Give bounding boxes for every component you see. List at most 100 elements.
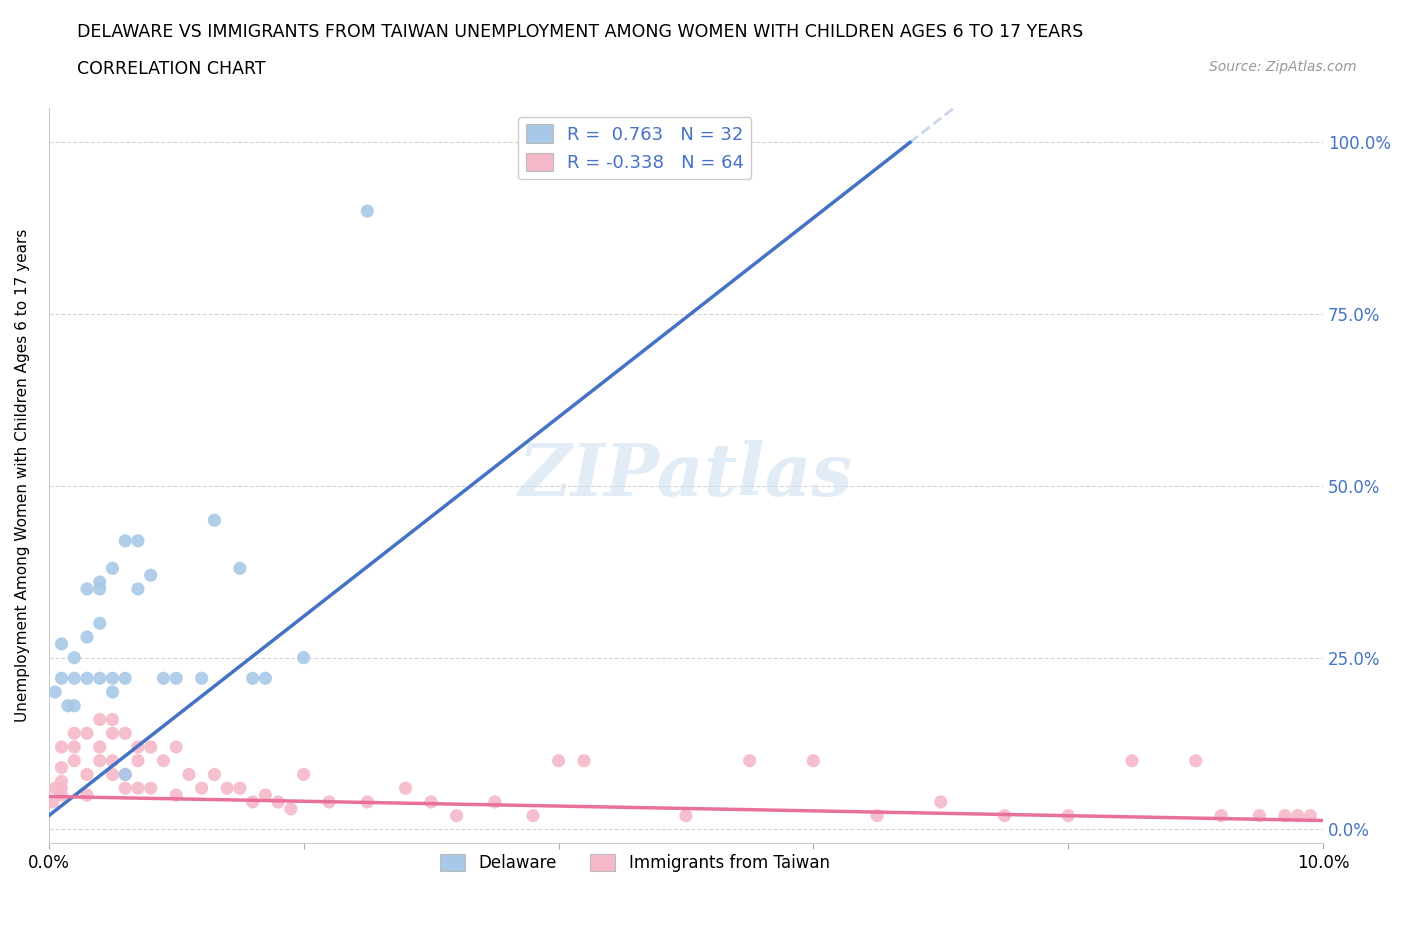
Point xyxy=(63,725,86,740)
Point xyxy=(803,753,825,768)
Point xyxy=(929,794,952,809)
Y-axis label: Unemployment Among Women with Children Ages 6 to 17 years: Unemployment Among Women with Children A… xyxy=(15,229,30,723)
Point xyxy=(89,753,111,768)
Point xyxy=(51,774,73,789)
Point xyxy=(254,671,277,685)
Point xyxy=(41,794,63,809)
Point xyxy=(165,788,187,803)
Point xyxy=(394,781,416,796)
Point xyxy=(229,781,252,796)
Point xyxy=(44,781,66,796)
Point xyxy=(292,767,315,782)
Text: CORRELATION CHART: CORRELATION CHART xyxy=(77,60,266,78)
Point xyxy=(866,808,889,823)
Point xyxy=(1286,808,1309,823)
Point xyxy=(63,698,86,713)
Text: Source: ZipAtlas.com: Source: ZipAtlas.com xyxy=(1209,60,1357,74)
Point xyxy=(127,781,149,796)
Point xyxy=(101,671,124,685)
Point xyxy=(51,671,73,685)
Point xyxy=(738,753,761,768)
Point xyxy=(101,712,124,727)
Point xyxy=(152,671,174,685)
Point xyxy=(139,568,162,583)
Point xyxy=(318,794,340,809)
Point xyxy=(229,561,252,576)
Point xyxy=(89,575,111,590)
Point xyxy=(114,725,136,740)
Point xyxy=(242,671,264,685)
Point xyxy=(114,781,136,796)
Point xyxy=(63,739,86,754)
Point xyxy=(356,204,378,219)
Point xyxy=(1249,808,1271,823)
Point xyxy=(114,671,136,685)
Point xyxy=(1057,808,1080,823)
Point xyxy=(51,788,73,803)
Point xyxy=(51,739,73,754)
Point xyxy=(89,581,111,596)
Point xyxy=(204,767,226,782)
Point xyxy=(993,808,1015,823)
Point xyxy=(254,788,277,803)
Point xyxy=(101,725,124,740)
Point xyxy=(446,808,468,823)
Point xyxy=(63,671,86,685)
Point xyxy=(177,767,200,782)
Point xyxy=(101,767,124,782)
Point xyxy=(127,739,149,754)
Text: ZIPatlas: ZIPatlas xyxy=(519,440,853,512)
Point xyxy=(139,781,162,796)
Point xyxy=(76,581,98,596)
Point xyxy=(101,561,124,576)
Point xyxy=(51,760,73,775)
Point xyxy=(89,616,111,631)
Point xyxy=(1184,753,1206,768)
Point xyxy=(51,636,73,651)
Point xyxy=(675,808,697,823)
Point xyxy=(56,698,79,713)
Point xyxy=(204,512,226,527)
Legend: Delaware, Immigrants from Taiwan: Delaware, Immigrants from Taiwan xyxy=(433,847,837,879)
Point xyxy=(89,739,111,754)
Point xyxy=(89,712,111,727)
Point xyxy=(484,794,506,809)
Point xyxy=(152,753,174,768)
Point xyxy=(1121,753,1143,768)
Point xyxy=(572,753,595,768)
Point xyxy=(267,794,290,809)
Point xyxy=(1274,808,1296,823)
Point xyxy=(63,650,86,665)
Point xyxy=(127,753,149,768)
Point xyxy=(522,808,544,823)
Point xyxy=(101,684,124,699)
Point xyxy=(89,671,111,685)
Point xyxy=(114,534,136,549)
Point xyxy=(127,581,149,596)
Point xyxy=(280,802,302,817)
Point xyxy=(1211,808,1233,823)
Point xyxy=(292,650,315,665)
Point xyxy=(114,767,136,782)
Point xyxy=(127,534,149,549)
Point xyxy=(76,767,98,782)
Point xyxy=(1299,808,1322,823)
Point xyxy=(420,794,443,809)
Point xyxy=(547,753,569,768)
Point xyxy=(217,781,239,796)
Point xyxy=(114,767,136,782)
Point xyxy=(76,630,98,644)
Point xyxy=(165,671,187,685)
Point xyxy=(63,753,86,768)
Point xyxy=(51,781,73,796)
Text: DELAWARE VS IMMIGRANTS FROM TAIWAN UNEMPLOYMENT AMONG WOMEN WITH CHILDREN AGES 6: DELAWARE VS IMMIGRANTS FROM TAIWAN UNEMP… xyxy=(77,23,1084,41)
Point xyxy=(190,671,212,685)
Point xyxy=(76,671,98,685)
Point xyxy=(44,684,66,699)
Point xyxy=(101,753,124,768)
Point xyxy=(190,781,212,796)
Point xyxy=(356,794,378,809)
Point xyxy=(165,739,187,754)
Point xyxy=(242,794,264,809)
Point xyxy=(76,725,98,740)
